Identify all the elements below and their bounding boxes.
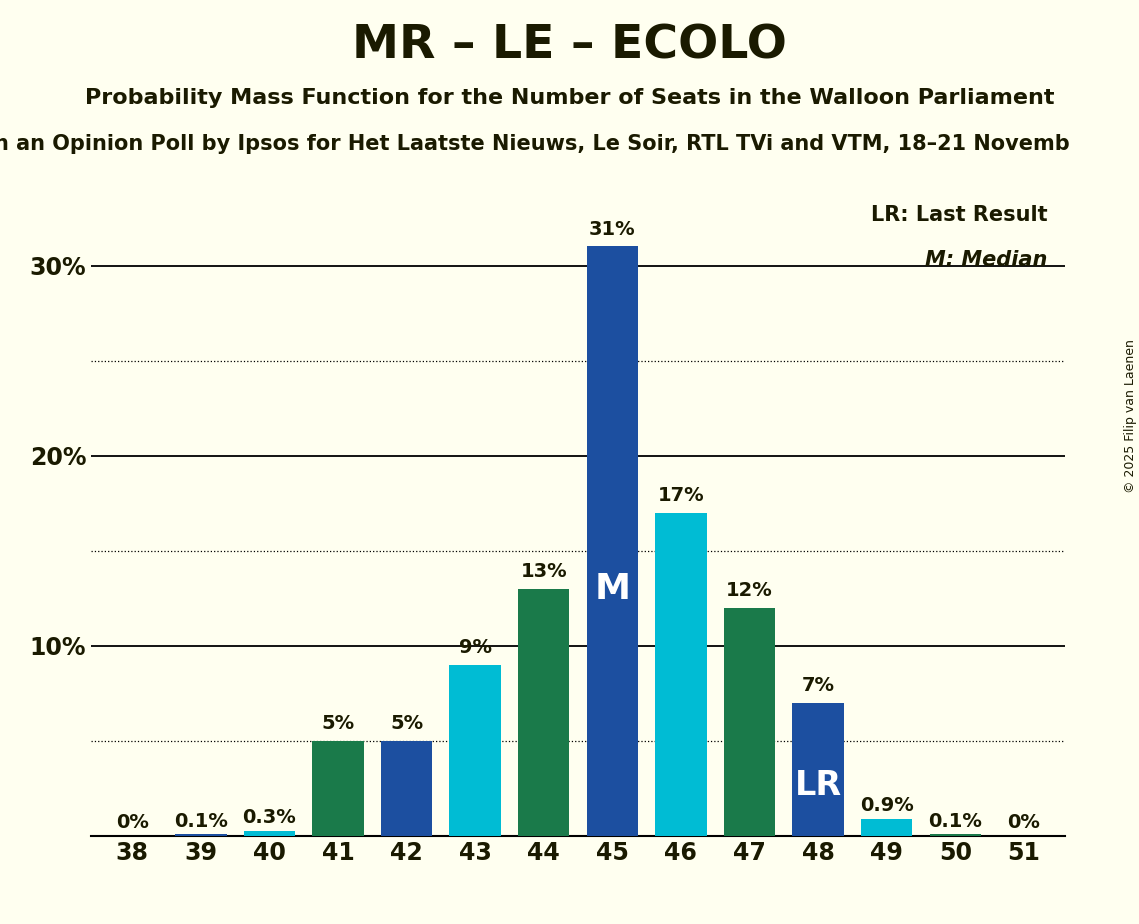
- Text: 17%: 17%: [657, 486, 704, 505]
- Text: 7%: 7%: [802, 676, 835, 696]
- Text: 0.1%: 0.1%: [928, 811, 982, 831]
- Bar: [244, 831, 295, 836]
- Text: 0.3%: 0.3%: [243, 808, 296, 827]
- Text: M: Median: M: Median: [926, 250, 1048, 271]
- Text: Probability Mass Function for the Number of Seats in the Walloon Parliament: Probability Mass Function for the Number…: [84, 88, 1055, 108]
- Text: 12%: 12%: [727, 581, 773, 601]
- Text: 0.9%: 0.9%: [860, 796, 913, 815]
- Bar: [175, 834, 227, 836]
- Text: LR: LR: [795, 769, 842, 802]
- Bar: [861, 819, 912, 836]
- Text: 31%: 31%: [589, 220, 636, 239]
- Text: LR: Last Result: LR: Last Result: [871, 204, 1048, 225]
- Bar: [723, 608, 776, 836]
- Text: 5%: 5%: [321, 714, 354, 734]
- Text: 0%: 0%: [116, 813, 149, 833]
- Text: 9%: 9%: [459, 638, 492, 657]
- Bar: [655, 513, 706, 836]
- Text: MR – LE – ECOLO: MR – LE – ECOLO: [352, 23, 787, 68]
- Text: © 2025 Filip van Laenen: © 2025 Filip van Laenen: [1124, 339, 1137, 492]
- Bar: [450, 665, 501, 836]
- Bar: [312, 741, 363, 836]
- Bar: [587, 247, 638, 836]
- Bar: [929, 834, 981, 836]
- Text: n an Opinion Poll by Ipsos for Het Laatste Nieuws, Le Soir, RTL TVi and VTM, 18–: n an Opinion Poll by Ipsos for Het Laats…: [0, 134, 1070, 154]
- Bar: [793, 703, 844, 836]
- Bar: [380, 741, 433, 836]
- Text: 5%: 5%: [390, 714, 424, 734]
- Text: 0%: 0%: [1007, 813, 1040, 833]
- Text: 13%: 13%: [521, 563, 567, 581]
- Text: M: M: [595, 572, 630, 605]
- Text: 0.1%: 0.1%: [174, 811, 228, 831]
- Bar: [518, 589, 570, 836]
